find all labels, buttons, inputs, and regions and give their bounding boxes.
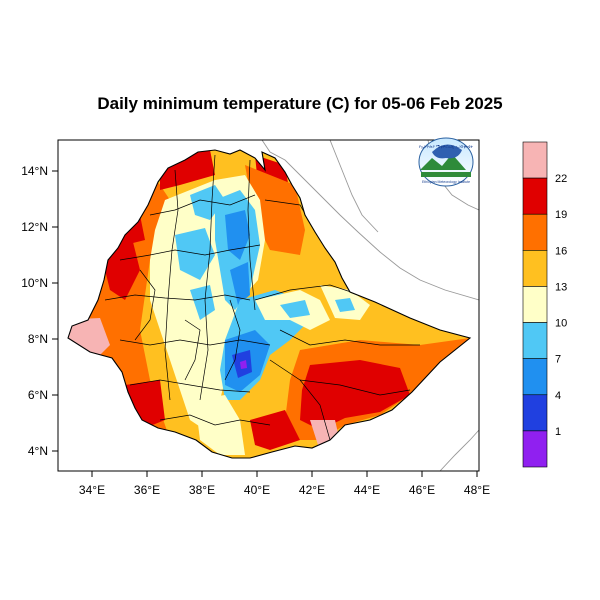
institute-logo: የኢትዮጵያ ሜቲዎሮሎጂ ኢንስቲትዩት Ethiopian Meteorol… bbox=[418, 137, 474, 187]
colorbar-swatch bbox=[522, 322, 548, 359]
colorbar-label: 4 bbox=[555, 390, 561, 402]
colorbar-label: 13 bbox=[555, 281, 567, 293]
lon-label-40: 40°E bbox=[244, 483, 270, 497]
colorbar-swatch bbox=[522, 250, 548, 287]
lon-label-46: 46°E bbox=[409, 483, 435, 497]
ethiopia-outline bbox=[67, 149, 472, 459]
colorbar-label: 19 bbox=[555, 209, 567, 221]
colorbar-swatch bbox=[522, 286, 548, 323]
map-title: Daily minimum temperature (C) for 05-06 … bbox=[97, 94, 503, 113]
lat-label-8: 8°N bbox=[28, 332, 48, 346]
colorbar: 22 19 16 13 10 7 4 1 bbox=[522, 141, 567, 468]
colorbar-swatch bbox=[522, 430, 548, 468]
lon-label-34: 34°E bbox=[79, 483, 105, 497]
lat-label-14: 14°N bbox=[21, 164, 48, 178]
colorbar-label: 22 bbox=[555, 173, 567, 185]
admin-boundaries bbox=[104, 154, 420, 441]
lat-label-4: 4°N bbox=[28, 444, 48, 458]
lon-label-44: 44°E bbox=[354, 483, 380, 497]
colorbar-swatch bbox=[522, 358, 548, 396]
colorbar-label: 16 bbox=[555, 245, 567, 257]
lon-label-36: 36°E bbox=[134, 483, 160, 497]
longitude-axis: 34°E 36°E 38°E 40°E 42°E 44°E 46°E 48°E bbox=[79, 471, 490, 497]
colorbar-label: 1 bbox=[555, 426, 561, 438]
map-border bbox=[57, 139, 480, 472]
lon-label-48: 48°E bbox=[464, 483, 490, 497]
colorbar-swatch bbox=[522, 394, 548, 432]
colorbar-swatch bbox=[522, 213, 548, 251]
lat-label-10: 10°N bbox=[21, 276, 48, 290]
colorbar-swatch bbox=[522, 141, 548, 179]
colorbar-label: 7 bbox=[555, 354, 561, 366]
logo-arc-text: የኢትዮጵያ ሜቲዎሮሎጂ ኢንስቲትዩት bbox=[419, 144, 473, 149]
colorbar-swatch bbox=[522, 177, 548, 215]
lon-label-38: 38°E bbox=[189, 483, 215, 497]
latitude-axis: 14°N 12°N 10°N 8°N 6°N 4°N bbox=[21, 164, 58, 458]
lon-label-42: 42°E bbox=[299, 483, 325, 497]
logo-caption: Ethiopian Meteorology Institute bbox=[422, 180, 470, 184]
lat-label-6: 6°N bbox=[28, 388, 48, 402]
lat-label-12: 12°N bbox=[21, 220, 48, 234]
colorbar-label: 10 bbox=[555, 318, 567, 330]
